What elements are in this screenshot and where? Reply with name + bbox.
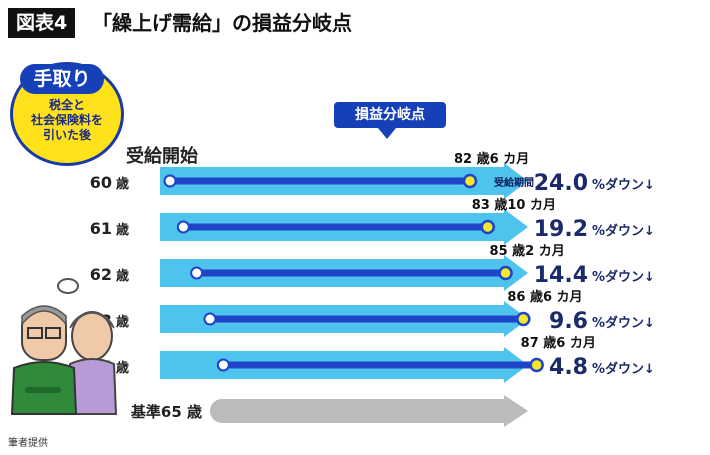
break-even-callout: 損益分岐点 (334, 102, 446, 128)
start-age-unit: 歳 (116, 176, 129, 192)
reduction-value: 9.6 (549, 309, 588, 334)
break-even-marker (480, 219, 496, 235)
reduction-unit: %ダウン↓ (592, 269, 655, 285)
start-age-unit: 歳 (116, 222, 129, 238)
break-even-marker (498, 265, 513, 281)
figure-title: 「繰上げ需給」の損益分岐点 (92, 11, 352, 35)
break-even-label: 87 歳6 カ月 (521, 335, 596, 351)
start-marker (176, 220, 190, 234)
man-glasses-right-icon (45, 327, 61, 339)
break-even-label: 82 歳6 カ月 (454, 151, 529, 167)
man-hair-icon (21, 305, 67, 327)
start-age-label: 60 (90, 173, 112, 192)
start-age-unit: 歳 (116, 360, 129, 376)
break-even-marker (462, 173, 478, 189)
payout-period-note: 受給期間 (494, 176, 534, 189)
woman-hair-icon (69, 311, 115, 329)
break-even-marker (529, 357, 544, 373)
elderly-couple-illustration (10, 278, 118, 415)
start-age-label: 62 (90, 265, 112, 284)
figure-number-badge: 図表4 (8, 8, 76, 38)
worry-swirl-icon (57, 278, 79, 294)
break-even-label: 85 歳2 カ月 (490, 243, 565, 259)
reduction-value: 4.8 (549, 355, 588, 380)
reduction-unit: %ダウン↓ (592, 177, 655, 193)
reduction-value: 24.0 (534, 171, 588, 196)
start-marker (163, 174, 177, 188)
start-age-label: 61 (90, 219, 112, 238)
reduction-value: 19.2 (534, 217, 588, 242)
start-age-unit: 歳 (116, 268, 129, 284)
break-even-marker (516, 311, 531, 327)
take-home-note: 税全と 社会保険料を 引いた後 (30, 98, 103, 142)
start-age-unit: 歳 (116, 314, 129, 330)
woman-body-icon (66, 358, 118, 415)
reduction-value: 14.4 (534, 263, 588, 288)
break-even-label: 83 歳10 カ月 (472, 197, 556, 213)
break-even-label: 86 歳6 カ月 (507, 289, 582, 305)
man-glasses-left-icon (27, 327, 43, 339)
break-even-callout-pointer (378, 128, 396, 139)
baseline-arrow (210, 395, 528, 427)
source-note: 筆者提供 (8, 438, 48, 449)
baseline-label: 基準65 歳 (130, 403, 202, 421)
reduction-unit: %ダウン↓ (592, 361, 655, 377)
reduction-unit: %ダウン↓ (592, 315, 655, 331)
start-age-heading: 受給開始 (126, 146, 198, 167)
reduction-unit: %ダウン↓ (592, 223, 655, 239)
start-marker (190, 266, 204, 280)
start-marker (203, 312, 217, 326)
start-marker (216, 358, 230, 372)
take-home-label: 手取り (20, 64, 104, 94)
